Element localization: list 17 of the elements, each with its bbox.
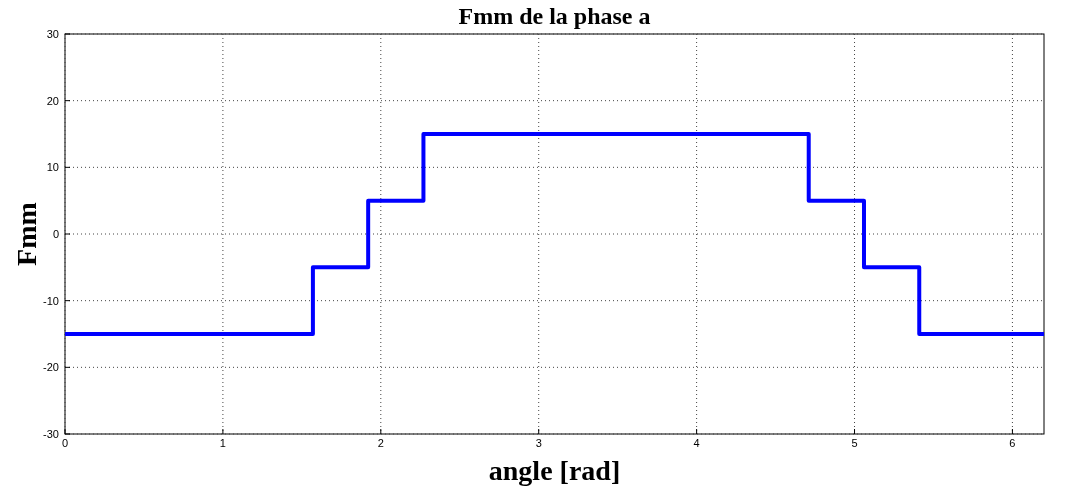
y-tick-label: 30 [46, 28, 59, 40]
y-tick-label: 10 [46, 161, 59, 174]
y-tick-label: -10 [43, 294, 59, 307]
y-tick-label: 0 [52, 228, 59, 240]
y-tick-label: -30 [43, 428, 59, 440]
x-tick-label: 3 [535, 437, 542, 449]
y-tick-label: -20 [43, 361, 59, 374]
y-tick-label: 20 [46, 94, 59, 107]
y-axis-title: Fmm [11, 202, 42, 266]
x-tick-label: 4 [693, 437, 700, 449]
x-tick-label: 5 [851, 437, 858, 449]
x-tick-label: 6 [1009, 437, 1016, 449]
x-tick-label: 2 [377, 437, 384, 449]
x-tick-label: 1 [219, 437, 226, 449]
x-axis-title: angle [rad] [488, 455, 621, 486]
chart-title: Fmm de la phase a [458, 3, 651, 29]
x-tick-label: 0 [61, 437, 69, 449]
